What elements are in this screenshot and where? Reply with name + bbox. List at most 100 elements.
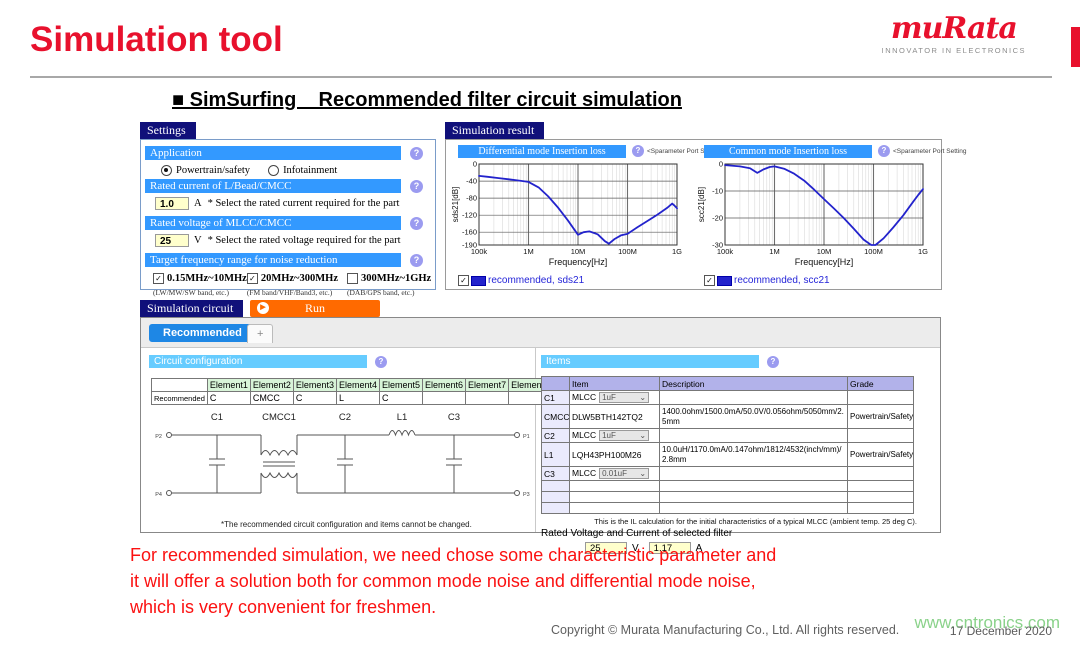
tab-recommended[interactable]: Recommended [149,324,256,342]
items-header-description: Description [659,376,848,391]
svg-text:-20: -20 [712,214,723,223]
items-row-c1: C1 MLCC 1uF ⌄ [541,390,914,405]
rated-voltage-hint: * Select the rated voltage required for … [207,235,401,246]
checkbox-range3-sub: (DAB/GPS band, etc.) [347,288,415,297]
tab-add[interactable]: + [247,324,274,343]
svg-text:-10: -10 [712,187,723,196]
legend-checkbox-sds21[interactable]: ✓ [458,275,469,286]
element-header: Element2 [249,378,294,392]
chevron-down-icon: ⌄ [639,469,647,479]
help-icon[interactable]: ? [410,146,423,160]
circuit-diagram: C1 CMCC1 C2 L1 C3 P2 P4 P1 P3 [155,412,529,498]
sparameter-port-setting-link[interactable]: <Sparameter Port Setting [893,147,967,155]
component-label-l1: L1 [397,412,408,423]
rated-current-hint: * Select the rated current required for … [207,198,400,209]
chevron-down-icon: ⌄ [639,393,647,403]
help-icon[interactable]: ? [878,145,890,157]
item-description [659,390,848,405]
rated-current-input[interactable]: 1.0 [155,197,189,210]
svg-text:sds21[dB]: sds21[dB] [451,187,460,223]
item-grade [847,466,914,481]
page-title: Simulation tool [30,20,283,59]
element-value: C [378,391,424,405]
port-label-p2: P2 [155,434,162,440]
simulation-result-body: Differential mode Insertion loss ? <Spar… [445,139,967,290]
help-icon[interactable]: ? [375,355,387,368]
help-icon[interactable]: ? [410,253,423,267]
svg-text:Frequency[Hz]: Frequency[Hz] [549,257,608,267]
copyright-text: Copyright © Murata Manufacturing Co., Lt… [551,623,900,637]
help-icon[interactable]: ? [767,355,779,368]
item-name: C3 [541,466,570,481]
item-description: 1400.0ohm/1500.0mA/50.0V/0.056ohm/5050mm… [659,404,848,429]
presenter-note-line: For recommended simulation, we need chos… [130,545,777,565]
common-chart-group: Common mode Insertion loss ? <Sparameter… [696,144,967,290]
help-icon[interactable]: ? [410,179,423,193]
checkbox-range2-label: 20MHz~300MHz [260,273,338,284]
rated-filter-label: Rated Voltage and Current of selected fi… [541,528,733,539]
element-header: Element3 [292,378,337,392]
item-grade: Powertrain/Safety [847,404,914,429]
items-header-row: Item Description Grade [541,376,914,391]
items-row-c2: C2 MLCC 1uF ⌄ [541,428,914,443]
filter-rated-current-input[interactable]: 1.17 [648,542,691,554]
radio-powertrain-safety[interactable] [161,165,172,176]
svg-text:1M: 1M [769,247,779,256]
items-row-empty [541,480,914,492]
help-icon[interactable]: ? [410,216,423,230]
port-label-p4: P4 [155,492,162,498]
svg-text:10M: 10M [817,247,832,256]
items-label: Items [541,355,759,368]
settings-panel: Settings Application ? Powertrain/safety… [140,122,436,297]
legend-checkbox-scc21[interactable]: ✓ [704,275,715,286]
item-description [659,466,848,481]
items-row-c3: C3 MLCC 0.01uF ⌄ [541,466,914,481]
item-part-number: DLW5BTH142TQ2 [569,404,660,429]
item-grade [847,428,914,443]
item-grade [847,390,914,405]
sparameter-port-setting-link[interactable]: <Sparameter Port Setting [647,147,721,155]
svg-text:1G: 1G [918,247,928,256]
checkbox-range1-label: 0.15MHz~10MHz [167,273,247,284]
presenter-note-line: which is very convenient for freshmen. [130,597,437,617]
presenter-note: For recommended simulation, we need chos… [130,542,776,620]
checkbox-range3-label: 300MHz~1GHz [361,273,432,284]
item-value-dropdown[interactable]: 1uF ⌄ [599,392,650,404]
item-name: C1 [541,390,570,405]
checkbox-range2-checked[interactable]: ✓ [246,273,258,284]
radio-infotainment[interactable] [268,165,280,176]
element-header: Element6 [422,378,467,392]
circuit-note: *The recommended circuit configuration a… [221,520,472,529]
element-value: C [292,391,337,405]
simulation-result-header: Simulation result [445,122,545,139]
svg-text:-190: -190 [462,241,477,250]
svg-text:0: 0 [719,160,723,169]
rated-voltage-input[interactable]: 25 [155,234,189,247]
help-icon[interactable]: ? [632,145,644,157]
element-value [465,391,510,405]
items-row-empty [541,491,914,503]
items-row-empty [541,502,914,514]
filter-rated-voltage-input[interactable]: 25 [585,542,627,554]
element-header: Element5 [378,378,424,392]
checkbox-range3-unchecked[interactable] [347,273,358,284]
item-value-dropdown[interactable]: 1uF ⌄ [599,430,650,442]
red-edge-bar [1071,27,1080,67]
item-value-dropdown[interactable]: 0.01uF ⌄ [599,468,650,480]
element-header: Element1 [206,378,251,392]
filter-rated-current-unit: A [695,542,703,554]
element-value [422,391,467,405]
items-header-item: Item [569,376,660,391]
rated-current-label: Rated current of L/Bead/CMCC [145,179,401,193]
murata-logo-tagline: INNOVATOR IN ELECTRONICS [881,46,1026,55]
run-button[interactable]: ▶ Run [250,300,380,317]
svg-text:scc21[dB]: scc21[dB] [697,187,706,222]
svg-text:100k: 100k [471,247,488,256]
component-label-c2: C2 [339,412,351,423]
run-button-label: Run [304,301,325,315]
header-divider [30,76,1052,78]
svg-text:100M: 100M [618,247,637,256]
checkbox-range1-checked[interactable]: ✓ [153,273,164,284]
legend-label-scc21: recommended, scc21 [734,275,830,286]
